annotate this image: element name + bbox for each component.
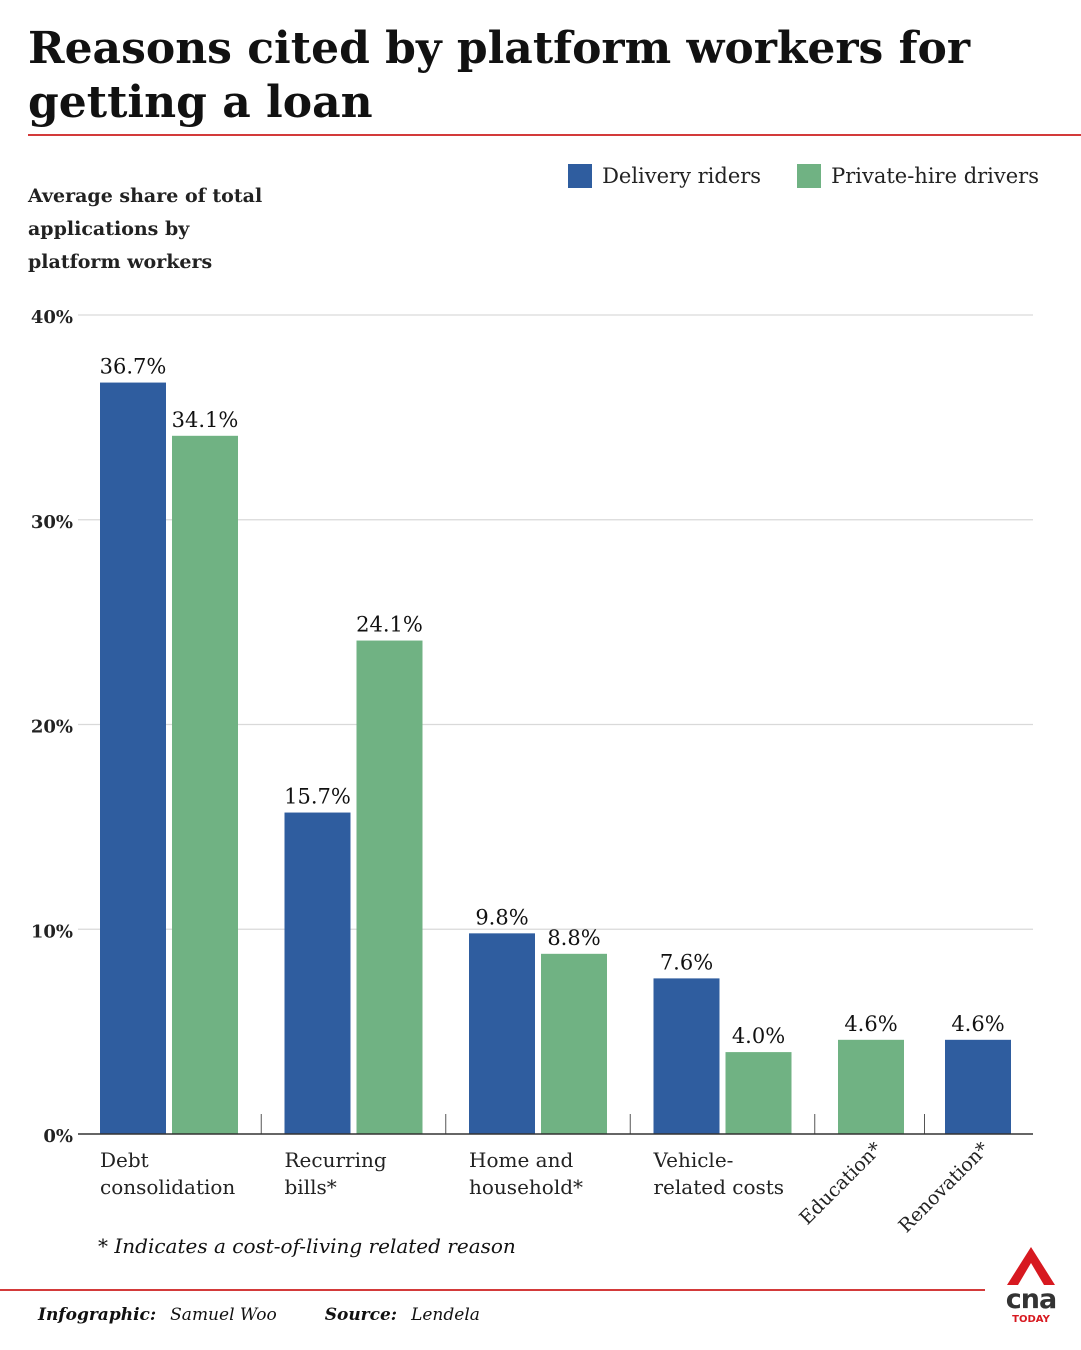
y-axis-title: Average share of total applications by p… [28,185,263,273]
footnote: * Indicates a cost-of-living related rea… [98,1234,516,1258]
credits: Infographic: Samuel Woo Source: Lendela [38,1305,528,1325]
logo-subtitle: TODAY [1012,1314,1050,1325]
x-category-label-line: Debt [100,1148,149,1172]
bar [356,640,423,1134]
legend-label-delivery: Delivery riders [602,164,762,188]
infographic-label: Infographic: [38,1305,157,1325]
y-tick-label: 20% [31,717,73,738]
bar-value-label: 4.6% [951,1012,1004,1036]
bar [838,1039,904,1134]
legend-item-delivery: Delivery riders [568,164,761,188]
x-category-label-line: Home and [469,1148,573,1172]
x-category-label: Education* [795,1138,887,1230]
bar [725,1052,792,1134]
bar-value-label: 7.6% [660,950,713,974]
legend-item-private-hire: Private-hire drivers [797,164,1039,188]
bar [541,953,607,1134]
bar-value-label: 4.0% [732,1024,785,1048]
x-category-label-line: consolidation [100,1175,235,1199]
y-tick-label: 30% [31,512,73,533]
x-category-label-line: bills* [285,1175,337,1199]
x-category-label-line: Recurring [285,1148,387,1172]
source-label: Source: [324,1305,398,1325]
x-category-label-line: Vehicle- [653,1148,734,1172]
bar-value-label: 24.1% [356,613,423,637]
bar [469,933,535,1134]
x-category-label: Home and household* [469,1148,583,1199]
bar [100,382,166,1134]
infographic-value: Samuel Woo [170,1305,277,1325]
bar-value-label: 4.6% [844,1012,897,1036]
footer-rule [0,1289,985,1291]
x-category-label: Debt consolidation [100,1148,235,1199]
bar-value-label: 36.7% [100,355,167,379]
x-category-label: Renovation* [894,1138,993,1237]
cna-logo-icon [1007,1247,1055,1285]
x-category-label-line: related costs [654,1175,785,1199]
bar [172,435,238,1134]
x-category-label-line: household* [469,1175,583,1199]
logo-wordmark: cna [1005,1284,1057,1315]
bar-value-label: 9.8% [475,905,528,929]
y-tick-label: 0% [43,1126,73,1147]
source-value: Lendela [411,1305,480,1325]
title-rule [28,134,1081,136]
chart-title: Reasons cited by platform workers for ge… [28,23,971,128]
legend-label-private-hire: Private-hire drivers [831,164,1039,188]
x-category-label: Vehicle-related costs [653,1148,785,1199]
legend: Delivery riders Private-hire drivers [532,164,1039,188]
bar [653,978,720,1134]
legend-swatch-delivery [568,164,593,188]
x-category-label: Recurring bills* [285,1148,387,1199]
legend-swatch-private-hire [797,164,822,188]
bar [945,1039,1011,1134]
bar-value-label: 34.1% [172,408,239,432]
y-tick-label: 40% [31,307,73,328]
bar-value-label: 15.7% [284,785,351,809]
bar-value-label: 8.8% [547,926,600,950]
y-tick-label: 10% [31,921,73,942]
bar [284,812,351,1134]
